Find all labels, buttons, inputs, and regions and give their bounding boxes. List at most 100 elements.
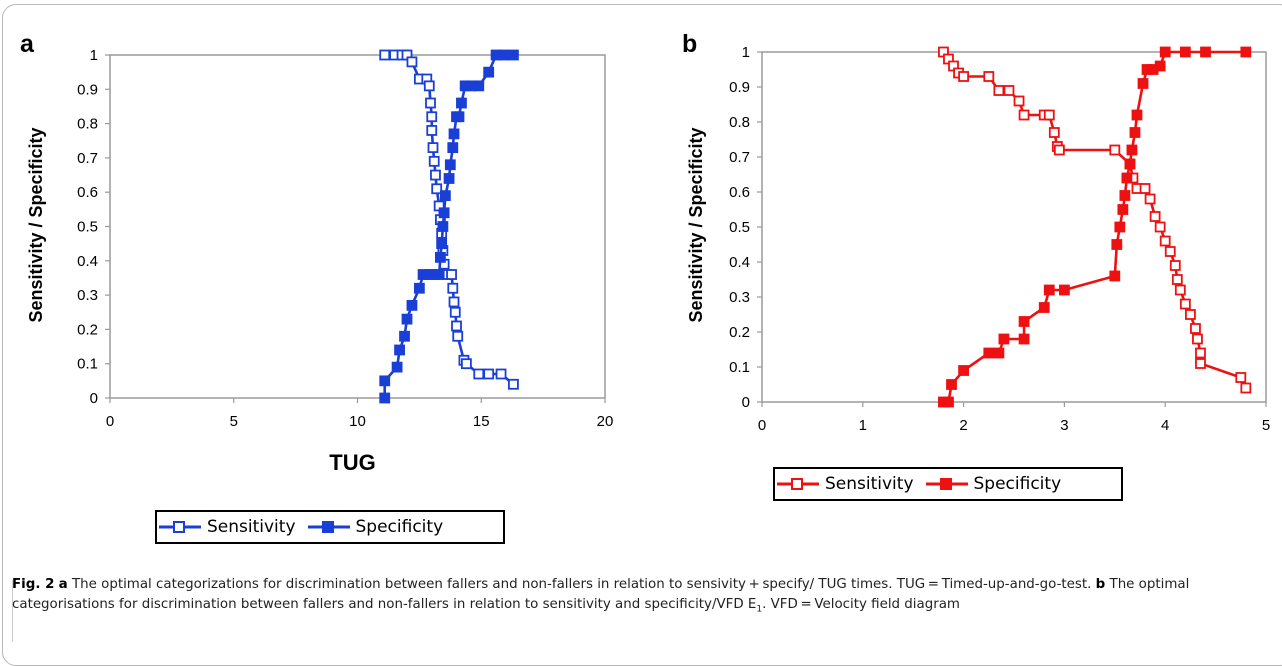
chart-a-specificity-point xyxy=(456,97,467,109)
chart-a-ytick-label: 0.8 xyxy=(77,116,98,133)
chart-b-sensitivity-point xyxy=(1109,144,1121,156)
chart-b-sensitivity-point xyxy=(1240,382,1252,394)
chart-b-specificity-point xyxy=(1119,190,1131,201)
caption-b-text-2: . VFD = Velocity field diagram xyxy=(762,597,960,612)
chart-b-specificity-point xyxy=(1129,127,1141,138)
chart-b-specificity-point xyxy=(1131,109,1143,121)
chart-a-sensitivity-point xyxy=(406,56,418,68)
chart-a-specificity-point xyxy=(444,159,456,171)
chart-b-ylabel: Sensitivity / Specificity xyxy=(686,127,706,322)
chart-a-specificity-point xyxy=(394,344,405,356)
chart-b-ytick-label: 0 xyxy=(742,394,750,411)
chart-b-xtick-label: 3 xyxy=(1060,417,1068,434)
chart-b-specificity-point xyxy=(1121,172,1133,184)
caption-a-letter: a xyxy=(58,577,68,592)
chart-b-ytick-label: 0.7 xyxy=(729,149,750,166)
caption-b-subscript: 1 xyxy=(756,604,763,615)
chart-b-ytick-label: 0.1 xyxy=(729,359,750,376)
chart-b-sensitivity-point xyxy=(1018,109,1030,121)
chart-b-sensitivity-point xyxy=(1235,372,1247,383)
chart-a-ylabel: Sensitivity / Specificity xyxy=(26,127,46,322)
chart-b-ytick-label: 0.4 xyxy=(729,254,750,271)
chart-b-sensitivity-point xyxy=(1003,85,1015,96)
chart-b-specificity-point xyxy=(1059,284,1070,296)
chart-a-specificity-point xyxy=(436,238,448,250)
chart-a-specificity-point xyxy=(379,392,391,404)
chart-b-specificity-point xyxy=(1117,204,1129,215)
chart-b-specificity-point xyxy=(1111,239,1123,250)
chart-a-specificity-point xyxy=(473,80,485,92)
chart-a-specificity-point xyxy=(391,361,403,373)
chart-a-ytick-label: 0.1 xyxy=(77,356,98,373)
chart-b-specificity-point xyxy=(946,379,957,390)
chart-a-sensitivity-point xyxy=(448,296,460,308)
panel-a-letter: a xyxy=(20,30,34,58)
chart-a-sensitivity-point xyxy=(452,330,464,342)
chart-b-specificity-point xyxy=(1200,46,1211,58)
chart-a-sensitivity-point xyxy=(495,368,507,380)
chart-b-sensitivity-point xyxy=(1171,274,1183,285)
chart-a-specificity-point xyxy=(399,330,410,342)
chart-a-ytick-label: 0.2 xyxy=(77,321,98,338)
chart-a-sensitivity-point xyxy=(427,142,439,154)
chart-a-specificity-point xyxy=(433,269,445,280)
panel-b-letter: b xyxy=(682,30,698,58)
chart-a-sensitivity-point xyxy=(508,378,519,390)
chart-b-sensitivity-point xyxy=(1195,358,1206,369)
chart-b-sensitivity-point xyxy=(1013,95,1025,107)
chart-b-xtick-label: 4 xyxy=(1161,417,1169,434)
chart-a-xlabel: TUG xyxy=(329,450,375,475)
chart-b-xtick-label: 0 xyxy=(758,417,766,434)
legend-b-sensitivity: Sensitivity xyxy=(775,474,914,494)
chart-b-sensitivity-point xyxy=(993,85,1005,96)
chart-b-xtick-label: 2 xyxy=(959,417,967,434)
chart-b-sensitivity-point xyxy=(1174,284,1186,296)
chart-a-sensitivity-point xyxy=(426,125,438,136)
chart-b-xtick-label: 1 xyxy=(859,417,867,434)
chart-a-sensitivity-point xyxy=(428,155,440,167)
chart-a-sensitivity-point xyxy=(430,169,441,181)
chart-b-specificity-point xyxy=(998,333,1010,345)
caption-b-letter: b xyxy=(1095,577,1106,592)
legend-b-specificity-swatch xyxy=(925,478,968,490)
chart-a-sensitivity-point xyxy=(483,368,495,380)
chart-b-sensitivity-point xyxy=(1185,309,1196,320)
chart-b-ytick-label: 0.9 xyxy=(729,79,750,96)
legend-a-sensitivity-swatch xyxy=(159,521,201,533)
chart-b-specificity-point xyxy=(1159,46,1171,58)
chart-a-specificity-point xyxy=(435,251,446,263)
chart-b-specificity-point xyxy=(1126,144,1138,156)
chart-b-sensitivity-point xyxy=(1195,347,1206,359)
chart-b-specificity-point xyxy=(1154,60,1166,72)
chart-b-sensitivity-point xyxy=(1190,323,1201,334)
chart-a-ytick-label: 0.7 xyxy=(77,150,98,167)
chart-b-specificity-point xyxy=(1240,46,1252,58)
chart-a-ytick-label: 0.9 xyxy=(77,81,98,98)
chart-a-sensitivity-point xyxy=(460,358,472,370)
chart-a-sensitivity-point xyxy=(447,282,459,294)
legend-b-sensitivity-label: Sensitivity xyxy=(825,474,914,494)
chart-b-sensitivity-point xyxy=(1179,298,1191,310)
chart-a-sensitivity-point xyxy=(449,306,461,318)
chart-a-xtick-label: 0 xyxy=(106,413,114,430)
chart-b-specificity-point xyxy=(1109,270,1121,282)
legend-b: Sensitivity Specificity xyxy=(773,467,1123,501)
chart-a-ytick-label: 0.6 xyxy=(77,184,98,201)
chart-a-specificity-series xyxy=(379,49,519,404)
chart-b-sensitivity-point xyxy=(1053,144,1065,156)
chart-a-xtick-label: 10 xyxy=(349,413,366,430)
legend-b-specificity: Specificity xyxy=(924,474,1062,494)
legend-b-specificity-label: Specificity xyxy=(973,474,1062,494)
chart-a-xtick-label: 5 xyxy=(230,413,238,430)
chart-a-specificity-point xyxy=(401,313,413,325)
chart-b-sensitivity-point xyxy=(1169,260,1181,271)
legend-a-sensitivity: Sensitivity xyxy=(157,517,296,537)
chart-a-xtick-label: 15 xyxy=(473,413,490,430)
legend-b-sensitivity-swatch xyxy=(777,478,819,490)
caption-rule xyxy=(12,580,13,642)
chart-b: 0 0.1 0.2 0.3 0.4 0.5 0.6 0.7 0.8 0.9 1 0 1 2 3 4 5 Sensi… xyxy=(686,44,1270,434)
chart-b-specificity-point xyxy=(958,365,969,376)
legend-a-specificity-swatch xyxy=(307,521,350,533)
chart-a-specificity-point xyxy=(447,142,459,154)
chart-b-specificity-point xyxy=(1137,78,1149,89)
